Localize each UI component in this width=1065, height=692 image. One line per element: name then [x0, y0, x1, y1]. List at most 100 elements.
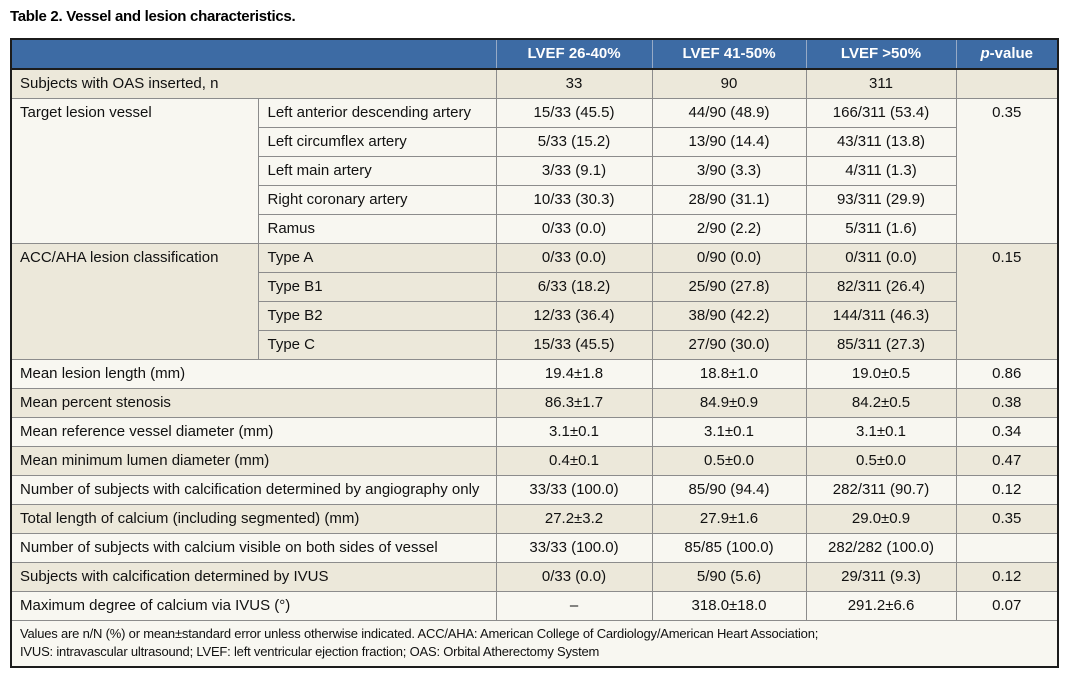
- cell-p-value: 0.38: [955, 388, 1059, 418]
- row-label: Number of subjects with calcium visible …: [10, 533, 497, 563]
- cell-value: 15/33 (45.5): [495, 330, 653, 360]
- p-value-rest: -value: [989, 45, 1034, 62]
- cell-value: 311: [805, 68, 957, 99]
- p-value-italic: p: [980, 45, 990, 62]
- row-label: Maximum degree of calcium via IVUS (°): [10, 591, 497, 621]
- row-vessel-rca: Right coronary artery 10/33 (30.3) 28/90…: [11, 185, 1058, 215]
- row-label: Mean minimum lumen diameter (mm): [10, 446, 497, 476]
- row-max-degree-calcium-ivus: Maximum degree of calcium via IVUS (°) –…: [10, 591, 1059, 621]
- row-label: Subjects with calcification determined b…: [10, 562, 497, 592]
- cell-value: 5/33 (15.2): [495, 127, 653, 157]
- cell-value: 90: [651, 68, 807, 99]
- cell-value: 13/90 (14.4): [651, 127, 807, 157]
- row-mean-minimum-lumen-diameter: Mean minimum lumen diameter (mm) 0.4±0.1…: [10, 446, 1059, 476]
- cell-value: 6/33 (18.2): [495, 272, 653, 302]
- cell-value: 33/33 (100.0): [495, 533, 653, 563]
- row-calcification-ivus: Subjects with calcification determined b…: [10, 562, 1059, 592]
- table-title: Table 2. Vessel and lesion characteristi…: [10, 8, 296, 25]
- cell-value: 0/33 (0.0): [495, 562, 653, 592]
- cell-p-value: 0.47: [955, 446, 1059, 476]
- cell-value: 12/33 (36.4): [495, 301, 653, 331]
- row-mean-lesion-length: Mean lesion length (mm) 19.4±1.8 18.8±1.…: [10, 359, 1059, 389]
- cell-value: 282/311 (90.7): [805, 475, 957, 505]
- cell-value: 27.9±1.6: [651, 504, 807, 534]
- cell-value: 0.5±0.0: [651, 446, 807, 476]
- row-sublabel: Type A: [257, 243, 497, 273]
- cell-value: 85/85 (100.0): [651, 533, 807, 563]
- cell-value: 0.4±0.1: [495, 446, 653, 476]
- cell-value: 84.2±0.5: [805, 388, 957, 418]
- cell-value: 5/90 (5.6): [651, 562, 807, 592]
- cell-value: 29/311 (9.3): [805, 562, 957, 592]
- row-vessel-lad: Target lesion vessel Left anterior desce…: [10, 98, 1059, 244]
- cell-value: 318.0±18.0: [651, 591, 807, 621]
- row-calcium-both-sides: Number of subjects with calcium visible …: [10, 533, 1059, 563]
- cell-value: 44/90 (48.9): [651, 98, 807, 128]
- header-row: LVEF 26-40% LVEF 41-50% LVEF >50% p-valu…: [10, 38, 1059, 70]
- cell-p-value: 0.12: [955, 562, 1059, 592]
- row-vessel-left-main: Left main artery 3/33 (9.1) 3/90 (3.3) 4…: [11, 156, 1058, 186]
- row-sublabel: Type B2: [257, 301, 497, 331]
- row-sublabel: Type B1: [257, 272, 497, 302]
- row-oas-inserted: Subjects with OAS inserted, n 33 90 311: [10, 68, 1059, 99]
- header-lvef-41-50: LVEF 41-50%: [651, 38, 807, 70]
- cell-value: 33: [495, 68, 653, 99]
- cell-value: 3.1±0.1: [495, 417, 653, 447]
- cell-value: 84.9±0.9: [651, 388, 807, 418]
- cell-value: 82/311 (26.4): [805, 272, 957, 302]
- cell-value: 19.4±1.8: [495, 359, 653, 389]
- cell-value: 0/90 (0.0): [651, 243, 807, 273]
- section-label-target-lesion-vessel: Target lesion vessel: [10, 98, 259, 244]
- cell-p-value: 0.34: [955, 417, 1059, 447]
- footnote-line-2: IVUS: intravascular ultrasound; LVEF: le…: [20, 644, 600, 659]
- cell-value: 282/282 (100.0): [805, 533, 957, 563]
- footnote: Values are n/N (%) or mean±standard erro…: [10, 620, 1059, 668]
- cell-p-value: 0.86: [955, 359, 1059, 389]
- cell-value: 27.2±3.2: [495, 504, 653, 534]
- cell-value: 19.0±0.5: [805, 359, 957, 389]
- cell-value: 86.3±1.7: [495, 388, 653, 418]
- cell-p-value: [955, 68, 1059, 99]
- cell-value: 33/33 (100.0): [495, 475, 653, 505]
- cell-p-value: 0.15: [955, 243, 1059, 360]
- cell-p-value: [955, 533, 1059, 563]
- cell-p-value: 0.35: [955, 98, 1059, 244]
- cell-value: 166/311 (53.4): [805, 98, 957, 128]
- cell-value: 144/311 (46.3): [805, 301, 957, 331]
- row-total-length-calcium: Total length of calcium (including segme…: [10, 504, 1059, 534]
- cell-value: 0.5±0.0: [805, 446, 957, 476]
- row-label: Mean reference vessel diameter (mm): [10, 417, 497, 447]
- row-sublabel: Right coronary artery: [257, 185, 497, 215]
- row-mean-percent-stenosis: Mean percent stenosis 86.3±1.7 84.9±0.9 …: [10, 388, 1059, 418]
- cell-value: 43/311 (13.8): [805, 127, 957, 157]
- row-sublabel: Left anterior descending artery: [257, 98, 497, 128]
- row-label: Subjects with OAS inserted, n: [10, 68, 497, 99]
- row-acc-type-c: Type C 15/33 (45.5) 27/90 (30.0) 85/311 …: [11, 330, 1058, 360]
- cell-value: 2/90 (2.2): [651, 214, 807, 244]
- row-calcification-angiography: Number of subjects with calcification de…: [10, 475, 1059, 505]
- footnote-row: Values are n/N (%) or mean±standard erro…: [10, 620, 1059, 668]
- header-lvef-over-50: LVEF >50%: [805, 38, 957, 70]
- cell-value: 3.1±0.1: [651, 417, 807, 447]
- cell-value: 15/33 (45.5): [495, 98, 653, 128]
- row-sublabel: Left main artery: [257, 156, 497, 186]
- vessel-lesion-table: LVEF 26-40% LVEF 41-50% LVEF >50% p-valu…: [10, 38, 1059, 668]
- row-acc-type-b2: Type B2 12/33 (36.4) 38/90 (42.2) 144/31…: [11, 301, 1058, 331]
- row-vessel-lcx: Left circumflex artery 5/33 (15.2) 13/90…: [11, 127, 1058, 157]
- cell-p-value: 0.07: [955, 591, 1059, 621]
- page: Table 2. Vessel and lesion characteristi…: [10, 8, 1059, 668]
- cell-value: 4/311 (1.3): [805, 156, 957, 186]
- cell-p-value: 0.12: [955, 475, 1059, 505]
- cell-value: 5/311 (1.6): [805, 214, 957, 244]
- cell-value: 10/33 (30.3): [495, 185, 653, 215]
- cell-value: 25/90 (27.8): [651, 272, 807, 302]
- header-blank-cell: [10, 38, 497, 70]
- cell-p-value: 0.35: [955, 504, 1059, 534]
- cell-value: 29.0±0.9: [805, 504, 957, 534]
- cell-value: 0/311 (0.0): [805, 243, 957, 273]
- cell-value: 3.1±0.1: [805, 417, 957, 447]
- cell-value: 3/33 (9.1): [495, 156, 653, 186]
- footnote-line-1: Values are n/N (%) or mean±standard erro…: [20, 626, 819, 641]
- row-sublabel: Ramus: [257, 214, 497, 244]
- row-label: Mean lesion length (mm): [10, 359, 497, 389]
